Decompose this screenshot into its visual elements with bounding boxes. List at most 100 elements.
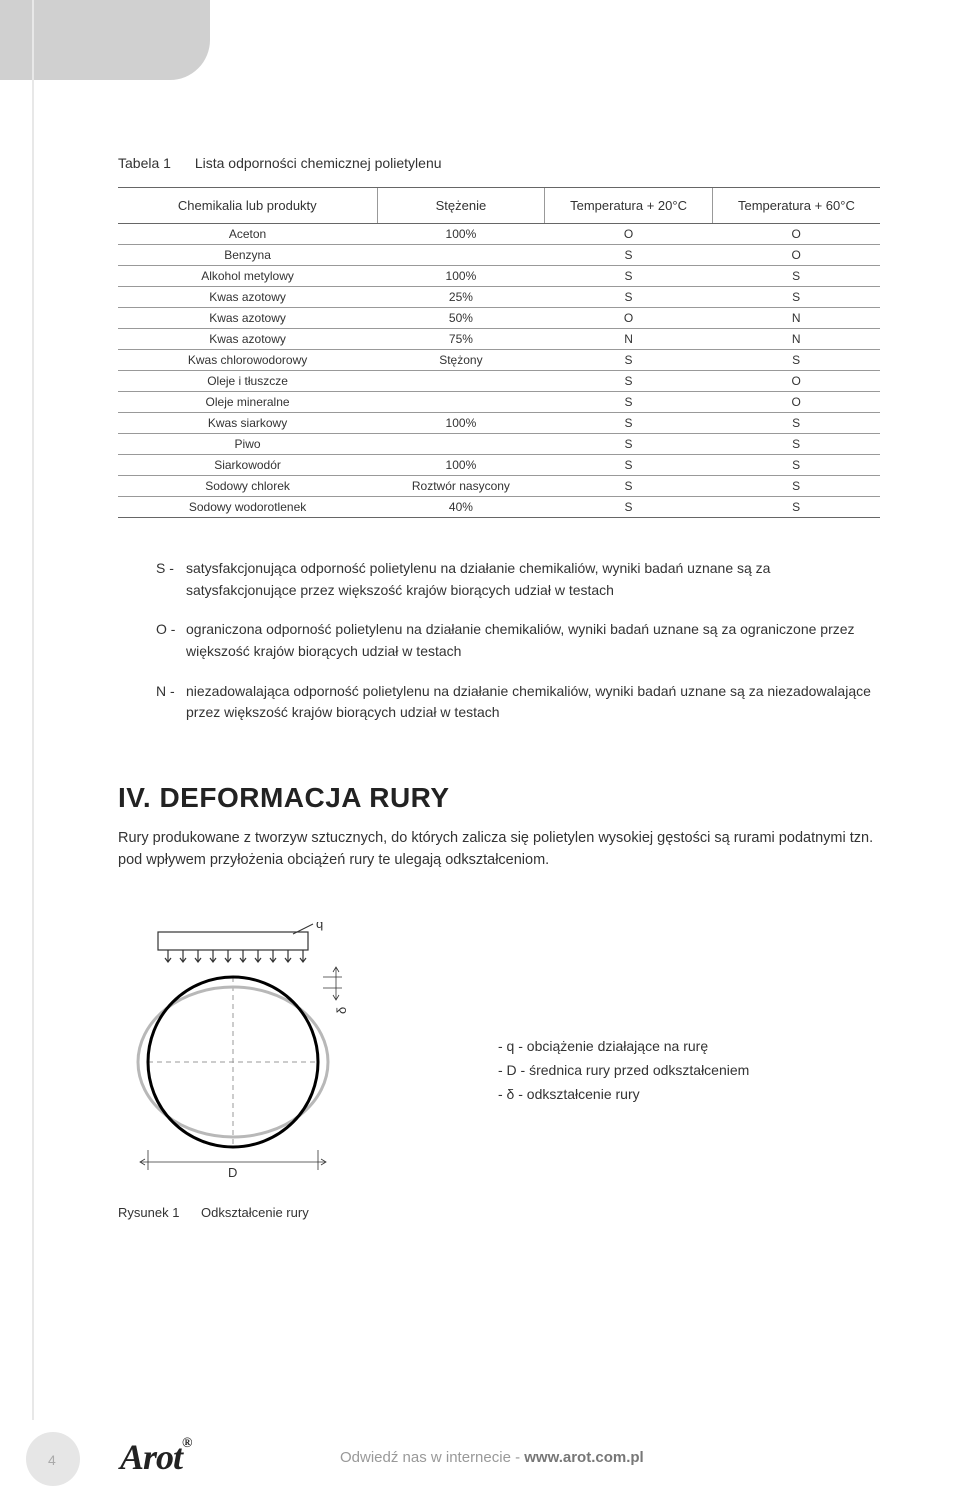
chemical-resistance-table: Chemikalia lub produkty Stężenie Tempera… [118,187,880,518]
table-cell: Roztwór nasycony [377,476,545,497]
legend-key: S - [156,558,186,601]
table-cell: Stężony [377,350,545,371]
table-cell: N [712,308,880,329]
page-content: Tabela 1 Lista odporności chemicznej pol… [118,155,880,1220]
table-header: Chemikalia lub produkty [118,188,377,224]
table-caption-text: Lista odporności chemicznej polietylenu [195,155,442,171]
table-cell: S [712,413,880,434]
legend-item: S - satysfakcjonująca odporność polietyl… [156,558,880,601]
diagram-legend: - q - obciążenie działające na rurę - D … [498,1035,749,1106]
table-cell: S [545,266,713,287]
table-cell: 40% [377,497,545,518]
table-cell: S [712,476,880,497]
table-row: Oleje i tłuszcze SO [118,371,880,392]
table-cell: Piwo [118,434,377,455]
table-cell: Alkohol metylowy [118,266,377,287]
q-label: q [316,922,323,931]
table-cell [377,371,545,392]
table-cell: Kwas chlorowodorowy [118,350,377,371]
table-cell: O [712,371,880,392]
table-cell: Oleje mineralne [118,392,377,413]
table-row: Sodowy chlorekRoztwór nasyconySS [118,476,880,497]
table-cell: S [712,455,880,476]
table-cell: S [712,434,880,455]
pipe-deformation-diagram: q δ D [118,922,378,1220]
footer-prefix: Odwiedź nas w internecie - [340,1449,524,1466]
table-row: Kwas azotowy50%ON [118,308,880,329]
table-cell: 100% [377,455,545,476]
table-cell: S [545,350,713,371]
table-cell: O [712,392,880,413]
page-number: 4 [48,1452,56,1468]
side-strip [32,0,34,1420]
logo-mark: ® [182,1436,191,1451]
diagram-area: q δ D [118,922,880,1220]
table-legend: S - satysfakcjonująca odporność polietyl… [156,558,880,724]
table-cell: Kwas azotowy [118,287,377,308]
table-row: BenzynaSO [118,245,880,266]
table-row: Oleje mineralne SO [118,392,880,413]
legend-key: N - [156,681,186,724]
table-cell [377,392,545,413]
table-cell: N [545,329,713,350]
diagram-legend-line: - q - obciążenie działające na rurę [498,1035,749,1059]
table-header-row: Chemikalia lub produkty Stężenie Tempera… [118,188,880,224]
table-caption-label: Tabela 1 [118,155,171,171]
table-cell [377,434,545,455]
table-cell: 100% [377,266,545,287]
table-header: Stężenie [377,188,545,224]
table-cell: Oleje i tłuszcze [118,371,377,392]
table-cell: Kwas azotowy [118,308,377,329]
legend-item: O - ograniczona odporność polietylenu na… [156,619,880,662]
table-cell: S [545,434,713,455]
table-header: Temperatura + 20°C [545,188,713,224]
table-cell: Aceton [118,224,377,245]
table-cell: S [545,413,713,434]
table-cell [377,245,545,266]
table-row: Kwas siarkowy100%SS [118,413,880,434]
table-cell: 75% [377,329,545,350]
diagram-legend-line: - D - średnica rury przed odkształceniem [498,1059,749,1083]
legend-text: satysfakcjonująca odporność polietylenu … [186,558,880,601]
section-body: Rury produkowane z tworzyw sztucznych, d… [118,828,880,872]
table-cell: O [545,308,713,329]
table-cell: S [545,287,713,308]
table-cell: 50% [377,308,545,329]
table-row: Aceton100%OO [118,224,880,245]
figure-caption-label: Rysunek 1 [118,1205,179,1220]
table-row: Kwas azotowy75%NN [118,329,880,350]
page-footer: 4 Arot® Odwiedź nas w internecie - www.a… [0,1424,960,1496]
table-header: Temperatura + 60°C [712,188,880,224]
legend-key: O - [156,619,186,662]
figure-caption: Rysunek 1 Odkształcenie rury [118,1205,378,1220]
table-cell: S [545,371,713,392]
footer-url: www.arot.com.pl [524,1449,643,1466]
table-cell: Kwas azotowy [118,329,377,350]
d-label: D [228,1165,237,1180]
table-cell: S [545,455,713,476]
table-cell: 100% [377,224,545,245]
table-cell: S [545,245,713,266]
table-cell: O [545,224,713,245]
table-cell: S [545,392,713,413]
table-row: Sodowy wodorotlenek40%SS [118,497,880,518]
table-cell: Benzyna [118,245,377,266]
table-cell: 100% [377,413,545,434]
table-cell: S [712,350,880,371]
figure-caption-text: Odkształcenie rury [201,1205,309,1220]
table-caption: Tabela 1 Lista odporności chemicznej pol… [118,155,880,171]
table-cell: S [712,287,880,308]
table-cell: S [712,266,880,287]
logo: Arot® [120,1436,192,1478]
table-row: Piwo SS [118,434,880,455]
table-row: Kwas chlorowodorowyStężonySS [118,350,880,371]
legend-item: N - niezadowalająca odporność polietylen… [156,681,880,724]
table-cell: Sodowy chlorek [118,476,377,497]
logo-text: Arot [120,1437,182,1477]
table-cell: N [712,329,880,350]
table-cell: Siarkowodór [118,455,377,476]
diagram-legend-line: - δ - odkształcenie rury [498,1083,749,1107]
table-cell: S [545,497,713,518]
table-cell: S [545,476,713,497]
table-cell: Kwas siarkowy [118,413,377,434]
